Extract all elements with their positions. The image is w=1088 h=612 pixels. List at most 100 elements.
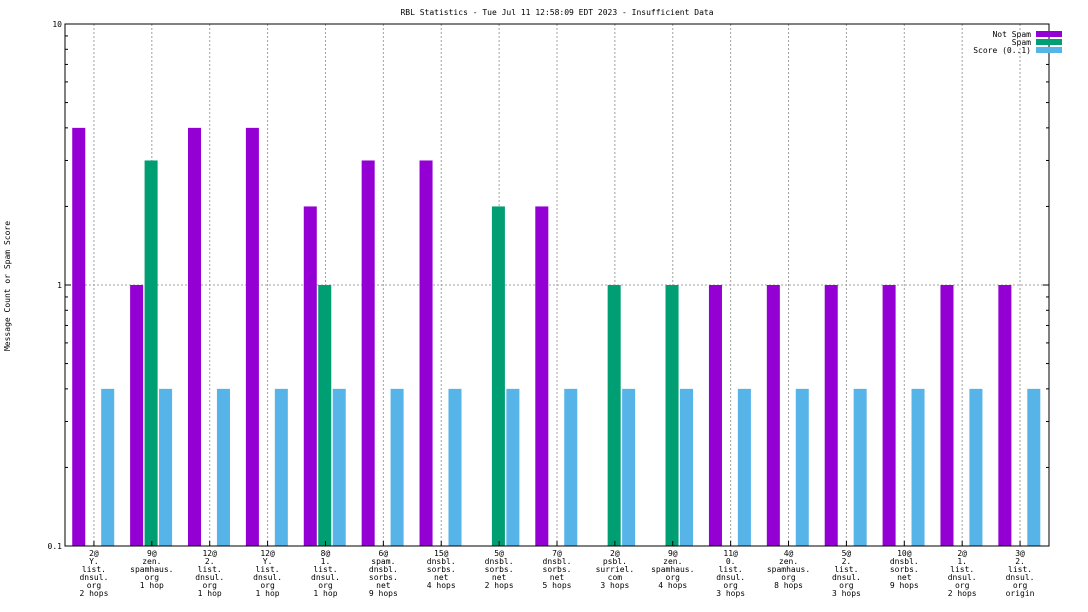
x-tick-label: sorbs.	[485, 565, 514, 574]
x-tick-label: net	[434, 573, 449, 582]
y-axis-label: Message Count or Spam Score	[3, 221, 12, 351]
x-tick-label: 3@	[1015, 549, 1025, 558]
x-tick-label: dnsbl.	[890, 557, 919, 566]
legend-swatch	[1036, 31, 1062, 37]
bar-score-0-1	[390, 388, 404, 546]
x-tick-label: 1 hop	[198, 589, 222, 598]
bar-score-0-1	[622, 388, 636, 546]
x-tick-label: surriel.	[596, 565, 635, 574]
x-tick-label: 11@	[723, 549, 738, 558]
bar-score-0-1	[216, 388, 230, 546]
x-tick-label: org	[318, 581, 333, 590]
bar-spam	[665, 285, 679, 546]
x-tick-label: 3 hops	[716, 589, 745, 598]
x-tick-label: org	[723, 581, 738, 590]
x-tick-label: dnsul.	[253, 573, 282, 582]
x-tick-label: 10@	[897, 549, 912, 558]
bar-score-0-1	[564, 388, 578, 546]
y-tick-label: 0.1	[48, 542, 63, 551]
x-tick-label: 9 hops	[369, 589, 398, 598]
x-tick-label: 5 hops	[543, 581, 572, 590]
x-tick-label: org	[781, 573, 796, 582]
x-tick-label: dnsul.	[79, 573, 108, 582]
bar-score-0-1	[737, 388, 751, 546]
bar-not-spam	[882, 285, 896, 546]
x-tick-label: list.	[719, 565, 743, 574]
x-tick-label: Y.	[89, 557, 99, 566]
bar-score-0-1	[101, 388, 115, 546]
x-tick-label: 1 hop	[313, 589, 337, 598]
x-tick-label: sorbs.	[890, 565, 919, 574]
x-tick-label: list.	[1008, 565, 1032, 574]
bar-score-0-1	[1027, 388, 1041, 546]
x-tick-label: dnsul.	[1006, 573, 1035, 582]
x-tick-label: org	[1013, 581, 1028, 590]
x-tick-label: 5@	[842, 549, 852, 558]
bar-not-spam	[72, 127, 86, 547]
x-tick-label: zen.	[779, 557, 798, 566]
bar-score-0-1	[332, 388, 346, 546]
x-tick-label: 2 hops	[485, 581, 514, 590]
bar-score-0-1	[506, 388, 520, 546]
bar-not-spam	[940, 285, 954, 546]
bar-not-spam	[766, 285, 780, 546]
x-tick-label: spamhaus.	[767, 565, 810, 574]
x-tick-label: net	[897, 573, 912, 582]
x-tick-label: 0.	[726, 557, 736, 566]
bar-score-0-1	[448, 388, 462, 546]
bar-score-0-1	[795, 388, 809, 546]
bar-not-spam	[245, 127, 259, 547]
x-tick-label: 1.	[321, 557, 331, 566]
x-tick-label: org	[87, 581, 102, 590]
bar-spam	[491, 206, 505, 547]
x-tick-label: 7@	[552, 549, 562, 558]
x-tick-label: 4@	[784, 549, 794, 558]
x-tick-label: com	[608, 573, 623, 582]
bar-not-spam	[824, 285, 838, 546]
x-tick-label: 2 hops	[948, 589, 977, 598]
x-tick-label: list.	[198, 565, 222, 574]
x-tick-label: list.	[256, 565, 280, 574]
x-tick-label: origin	[1006, 589, 1035, 598]
x-tick-label: dnsul.	[716, 573, 745, 582]
x-tick-label: 12@	[202, 549, 217, 558]
x-tick-label: zen.	[663, 557, 682, 566]
x-tick-label: 2.	[205, 557, 215, 566]
x-tick-label: 2 hops	[79, 589, 108, 598]
bar-not-spam	[361, 160, 375, 546]
x-tick-label: 2@	[610, 549, 620, 558]
x-tick-label: sorbs.	[369, 573, 398, 582]
bar-spam	[318, 285, 332, 546]
x-tick-label: 8@	[321, 549, 331, 558]
x-tick-label: 2.	[842, 557, 852, 566]
x-tick-label: org	[145, 573, 160, 582]
x-tick-label: org	[202, 581, 217, 590]
x-tick-label: 4 hops	[658, 581, 687, 590]
bar-not-spam	[303, 206, 317, 547]
x-tick-label: 3 hops	[832, 589, 861, 598]
x-tick-label: list.	[834, 565, 858, 574]
chart-title: RBL Statistics - Tue Jul 11 12:58:09 EDT…	[400, 8, 713, 17]
x-tick-label: net	[550, 573, 565, 582]
x-tick-label: net	[376, 581, 391, 590]
x-tick-label: spamhaus.	[651, 565, 694, 574]
x-tick-label: 2@	[89, 549, 99, 558]
x-tick-label: 9 hops	[890, 581, 919, 590]
x-tick-label: dnsul.	[948, 573, 977, 582]
bar-score-0-1	[159, 388, 173, 546]
bar-not-spam	[130, 285, 144, 546]
bar-not-spam	[419, 160, 433, 546]
x-tick-label: Y.	[263, 557, 273, 566]
x-tick-label: 1 hop	[140, 581, 164, 590]
x-tick-label: org	[666, 573, 681, 582]
bar-score-0-1	[969, 388, 983, 546]
x-tick-label: spam.	[371, 557, 395, 566]
legend-label: Score (0..1)	[973, 46, 1031, 55]
x-tick-label: dnsul.	[832, 573, 861, 582]
bar-score-0-1	[680, 388, 694, 546]
x-tick-label: dnsul.	[195, 573, 224, 582]
y-tick-label: 10	[52, 20, 62, 29]
